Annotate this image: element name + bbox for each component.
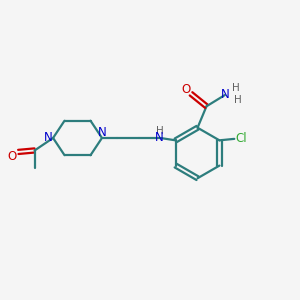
Text: N: N bbox=[155, 131, 164, 145]
Text: N: N bbox=[98, 126, 106, 139]
Text: H: H bbox=[232, 82, 240, 93]
Text: Cl: Cl bbox=[236, 132, 247, 146]
Text: N: N bbox=[221, 88, 230, 101]
Text: N: N bbox=[44, 131, 52, 144]
Text: O: O bbox=[182, 83, 191, 96]
Text: H: H bbox=[234, 95, 242, 105]
Text: O: O bbox=[7, 150, 16, 163]
Text: H: H bbox=[156, 126, 164, 136]
